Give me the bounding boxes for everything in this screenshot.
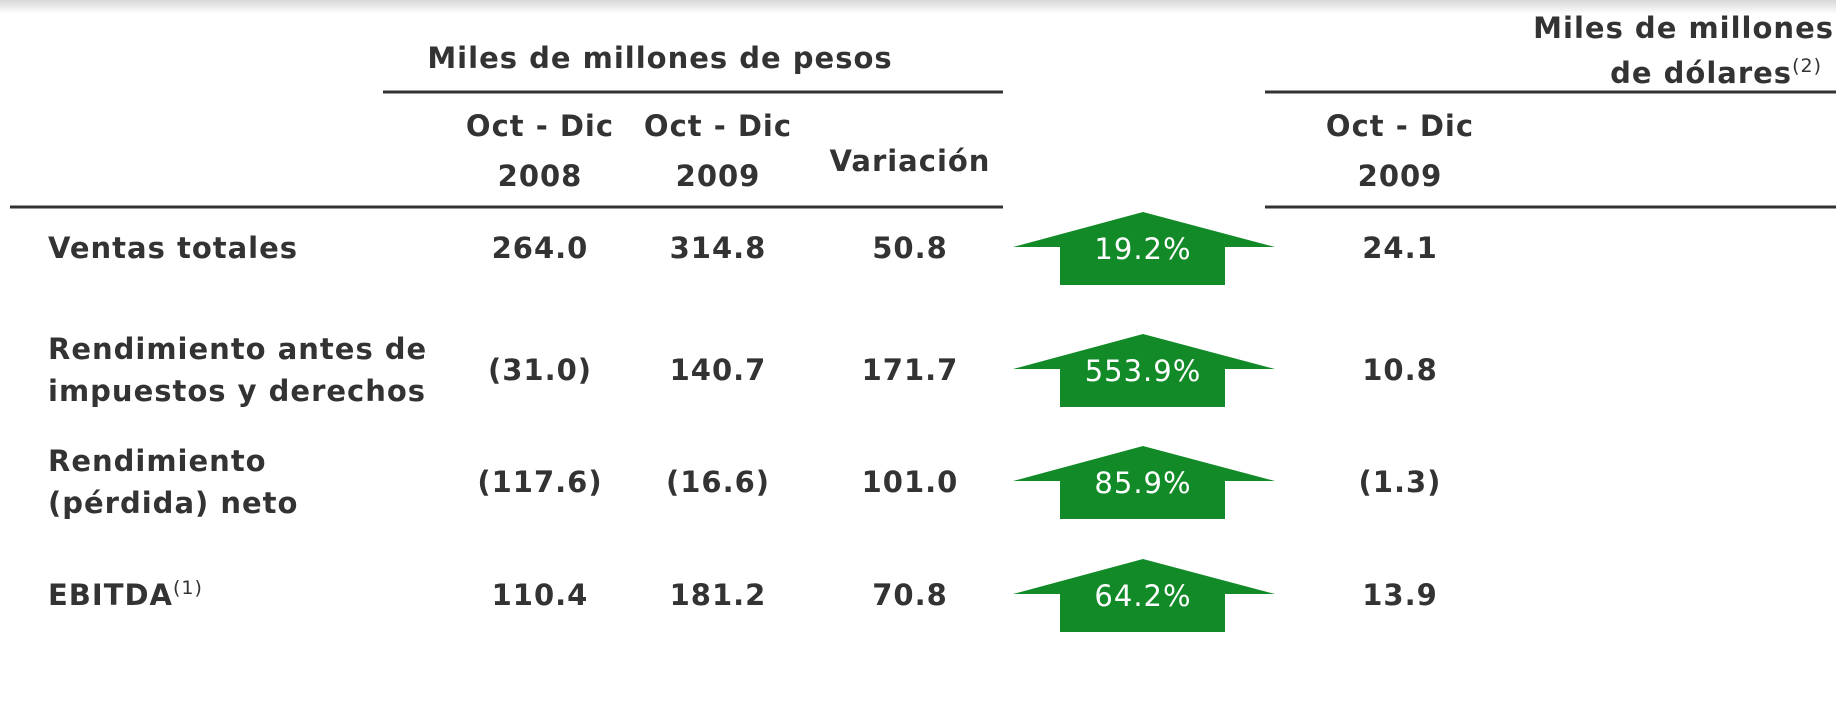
up-arrow xyxy=(1013,212,1275,285)
cell: 70.8 xyxy=(872,578,948,612)
cell: 140.7 xyxy=(670,353,767,387)
cell: 24.1 xyxy=(1362,231,1438,265)
column-header: 2009 xyxy=(1358,159,1443,193)
cell: (16.6) xyxy=(666,465,770,499)
up-arrow xyxy=(1013,334,1275,407)
row-label: (pérdida) neto xyxy=(48,486,298,520)
column-header: 2008 xyxy=(498,159,583,193)
row-label: Rendimiento xyxy=(48,444,267,478)
footnote-ref: (1) xyxy=(173,577,203,599)
cell: 110.4 xyxy=(492,578,589,612)
change: 85.9% xyxy=(1094,466,1191,500)
cell: 13.9 xyxy=(1362,578,1438,612)
row-label: EBITDA xyxy=(48,578,173,612)
row-label: EBITDA(1) xyxy=(48,577,203,613)
up-arrow xyxy=(1013,446,1275,519)
cell: 50.8 xyxy=(872,231,948,265)
up-arrow xyxy=(1013,559,1275,632)
cell: (1.3) xyxy=(1359,465,1442,499)
cell: (31.0) xyxy=(488,353,592,387)
pesos-title: Miles de millones de pesos xyxy=(427,41,892,75)
cell: (117.6) xyxy=(477,465,602,499)
cell: 101.0 xyxy=(862,465,959,499)
row-label: Rendimiento antes de xyxy=(48,332,427,366)
change: 553.9% xyxy=(1085,354,1202,388)
cell: 171.7 xyxy=(862,353,959,387)
dollars-title: Miles de millones xyxy=(1533,11,1834,45)
row-label: Ventas totales xyxy=(48,231,298,265)
change: 64.2% xyxy=(1094,579,1191,613)
cell: 314.8 xyxy=(670,231,767,265)
column-header: 2009 xyxy=(676,159,761,193)
footnote-ref: (2) xyxy=(1792,55,1822,77)
column-header: Variación xyxy=(830,144,991,178)
column-header: Oct - Dic xyxy=(466,109,614,143)
change: 19.2% xyxy=(1094,232,1191,266)
cell: 264.0 xyxy=(492,231,589,265)
top-shade xyxy=(0,0,1836,14)
column-header: Oct - Dic xyxy=(644,109,792,143)
cell: 181.2 xyxy=(670,578,767,612)
dollars-title: de dólares(2) xyxy=(1610,55,1822,91)
cell: 10.8 xyxy=(1362,353,1438,387)
dollars-title: de dólares xyxy=(1610,56,1792,90)
row-label: impuestos y derechos xyxy=(48,374,426,408)
column-header: Oct - Dic xyxy=(1326,109,1474,143)
